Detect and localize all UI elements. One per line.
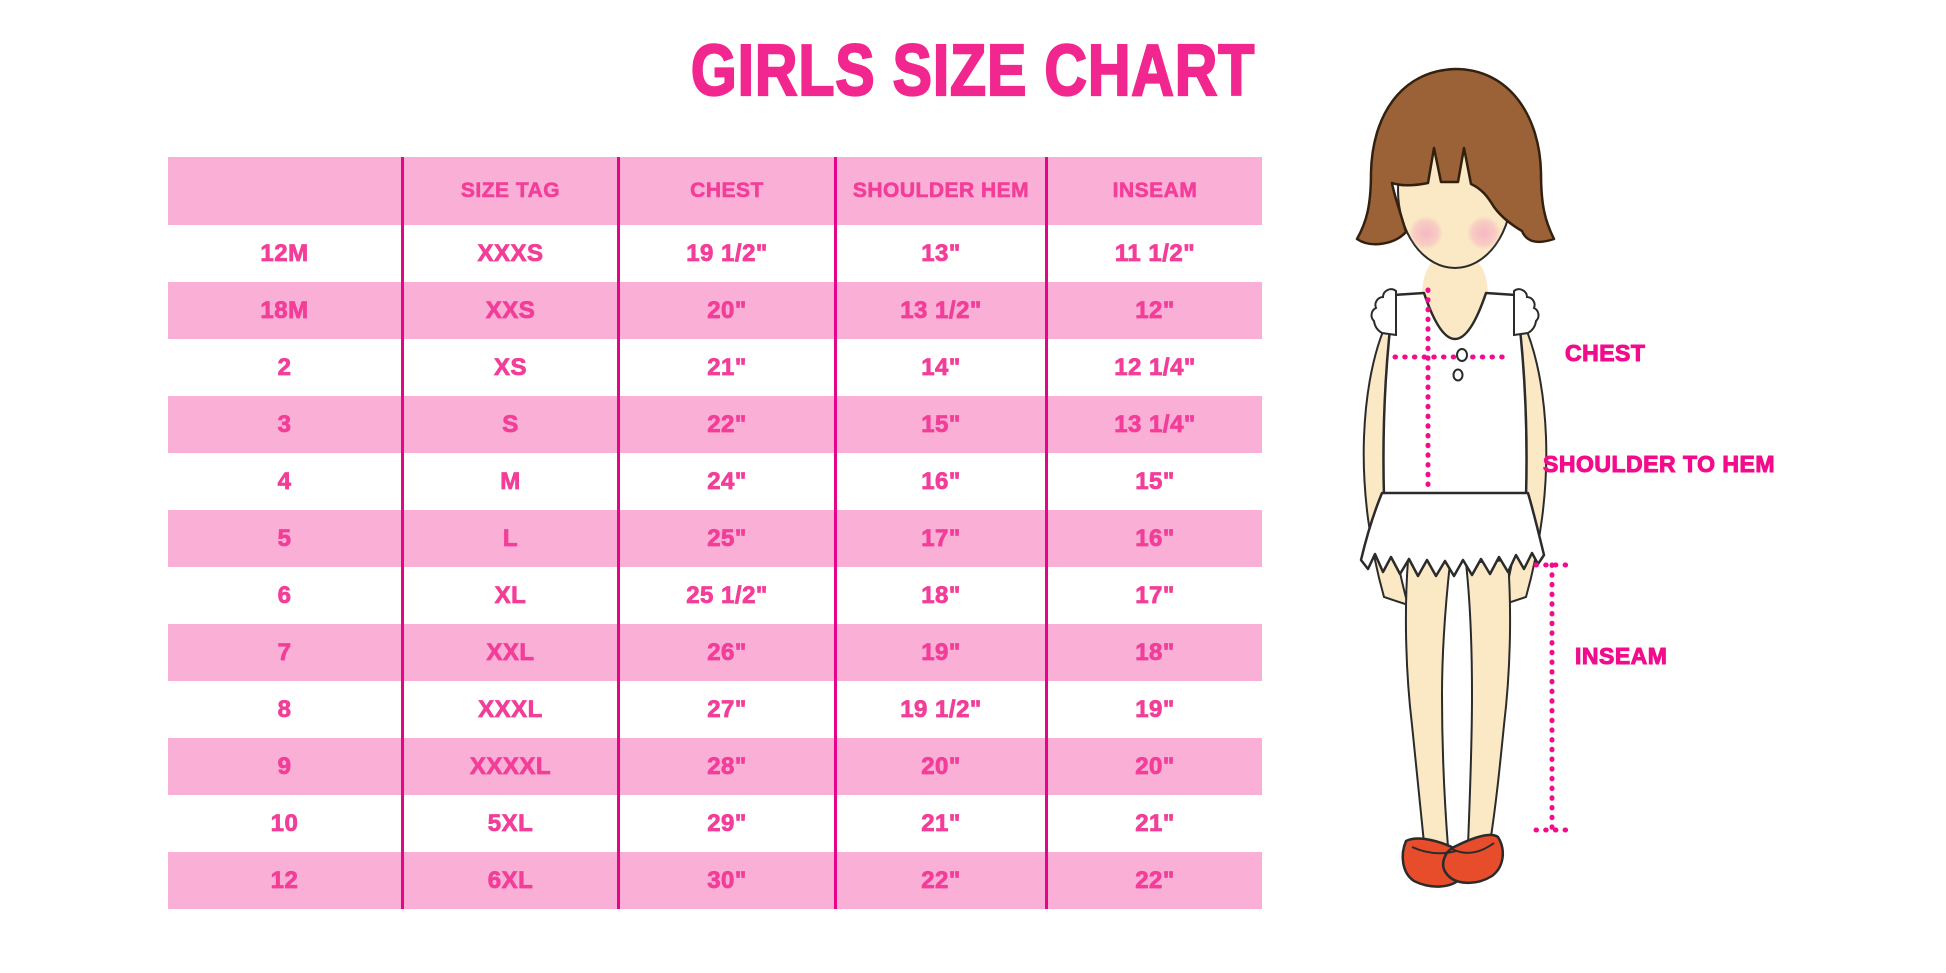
table-row: 12M XXXS 19 1/2" 13" 11 1/2" [168,225,1262,282]
table-row: 18M XXS 20" 13 1/2" 12" [168,282,1262,339]
chest-label: CHEST [1564,340,1646,367]
shoulder-ruffles [1370,288,1540,337]
table-row: 5 L 25" 17" 16" [168,510,1262,567]
shoes [1401,833,1505,888]
size-cell: 10 [270,809,299,837]
size-cell: 9 [277,752,292,780]
size-tag-cell: XXXS [401,225,617,282]
size-cell: 3 [277,410,292,438]
shoulder-hem-cell: 13 1/2" [834,282,1045,339]
inseam-cell: 18" [1045,624,1262,681]
size-cell: 6 [277,581,292,609]
inseam-label: INSEAM [1574,643,1668,670]
shoulder-hem-cell: 13" [834,225,1045,282]
shoulder-hem-cell: 16" [834,453,1045,510]
chest-cell: 25" [617,510,834,567]
chest-cell: 28" [617,738,834,795]
size-cell: 4 [277,467,292,495]
size-tag-cell: XXL [401,624,617,681]
shoulder-hem-cell: 18" [834,567,1045,624]
size-cell: 7 [277,638,292,666]
shoulder-hem-cell: 14" [834,339,1045,396]
shoulder-hem-cell: 15" [834,396,1045,453]
size-tag-cell: S [401,396,617,453]
chest-cell: 19 1/2" [617,225,834,282]
chest-cell: 20" [617,282,834,339]
size-table-header-row: SIZE TAG CHEST SHOULDER HEM INSEAM [168,157,1262,225]
header-cell-size-tag: SIZE TAG [401,157,617,225]
chest-cell: 22" [617,396,834,453]
inseam-cell: 12 1/4" [1045,339,1262,396]
size-tag-cell: 5XL [401,795,617,852]
size-table-body: 12M XXXS 19 1/2" 13" 11 1/2" 18M XXS 20"… [168,225,1262,909]
dress-buttons [1452,348,1468,382]
shoulder-to-hem-label: SHOULDER TO HEM [1543,451,1775,478]
shoulder-hem-cell: 21" [834,795,1045,852]
dress-skirt [1359,491,1546,578]
chest-cell: 29" [617,795,834,852]
shoulder-hem-cell: 19 1/2" [834,681,1045,738]
table-row: 3 S 22" 15" 13 1/4" [168,396,1262,453]
inseam-cell: 17" [1045,567,1262,624]
shoulder-hem-cell: 19" [834,624,1045,681]
shoulder-hem-cell: 20" [834,738,1045,795]
inseam-cell: 20" [1045,738,1262,795]
table-row: 8 XXXL 27" 19 1/2" 19" [168,681,1262,738]
size-cell: 12M [260,239,309,267]
size-tag-cell: M [401,453,617,510]
inseam-cell: 12" [1045,282,1262,339]
chest-cell: 27" [617,681,834,738]
table-row: 6 XL 25 1/2" 18" 17" [168,567,1262,624]
inseam-cell: 15" [1045,453,1262,510]
inseam-cell: 13 1/4" [1045,396,1262,453]
page-title: GIRLS SIZE CHART [690,30,1256,112]
size-table: SIZE TAG CHEST SHOULDER HEM INSEAM 12M X… [168,157,1262,909]
size-cell: 18M [260,296,309,324]
size-cell: 2 [277,353,292,381]
size-cell: 5 [277,524,292,552]
size-tag-cell: XXXXL [401,738,617,795]
inseam-dotted-line [1533,562,1571,833]
header-cell-blank [168,157,401,225]
right-cheek [1467,216,1501,250]
table-row: 10 5XL 29" 21" 21" [168,795,1262,852]
table-row: 7 XXL 26" 19" 18" [168,624,1262,681]
size-cell: 12 [270,866,299,894]
size-tag-cell: XXS [401,282,617,339]
shoulder-hem-cell: 17" [834,510,1045,567]
table-row: 12 6XL 30" 22" 22" [168,852,1262,909]
chest-cell: 25 1/2" [617,567,834,624]
header-cell-shoulder-hem: SHOULDER HEM [834,157,1045,225]
girl-measurement-illustration [1355,67,1571,888]
table-row: 9 XXXXL 28" 20" 20" [168,738,1262,795]
table-row: 4 M 24" 16" 15" [168,453,1262,510]
shoulder-hem-cell: 22" [834,852,1045,909]
inseam-cell: 22" [1045,852,1262,909]
size-tag-cell: XXXL [401,681,617,738]
header-cell-inseam: INSEAM [1045,157,1262,225]
chest-cell: 26" [617,624,834,681]
table-row: 2 XS 21" 14" 12 1/4" [168,339,1262,396]
chest-cell: 24" [617,453,834,510]
legs [1404,558,1512,849]
inseam-cell: 19" [1045,681,1262,738]
dress-bodice [1382,291,1528,499]
size-tag-cell: XL [401,567,617,624]
left-cheek [1409,216,1443,250]
chest-cell: 30" [617,852,834,909]
inseam-cell: 21" [1045,795,1262,852]
inseam-cell: 16" [1045,510,1262,567]
size-tag-cell: 6XL [401,852,617,909]
size-tag-cell: L [401,510,617,567]
header-cell-chest: CHEST [617,157,834,225]
hair [1355,67,1556,246]
size-tag-cell: XS [401,339,617,396]
size-cell: 8 [277,695,292,723]
chest-cell: 21" [617,339,834,396]
inseam-cell: 11 1/2" [1045,225,1262,282]
